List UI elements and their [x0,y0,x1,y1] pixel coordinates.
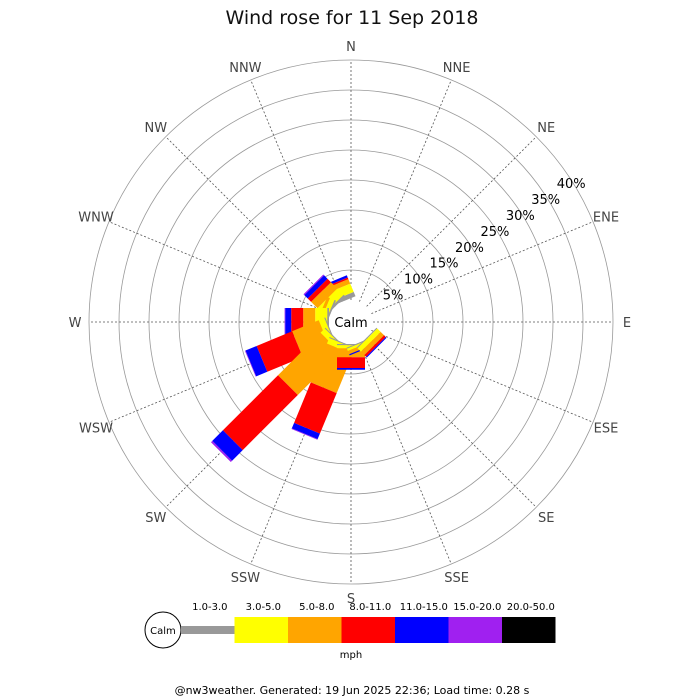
ring-label: 5% [383,288,404,303]
calm-disc [329,300,373,344]
ring-label: 15% [430,257,459,272]
bar-nw-15.0-20.0 [303,274,325,296]
bar-se-3.0-5.0 [357,328,381,352]
spoke-line [359,342,452,565]
wind-bars [211,274,387,462]
legend-label-11.0-15.0: 11.0-15.0 [400,602,448,613]
direction-label-e: E [623,316,631,331]
legend-calm-label: Calm [150,626,176,637]
spoke-line [359,79,452,302]
spoke-line [250,79,343,302]
bar-se-8.0-11.0 [364,335,386,357]
calm-label: Calm [334,316,367,331]
bar-wsw-11.0-15.0 [245,346,268,377]
direction-label-nnw: NNW [229,61,261,76]
legend-swatch-1.0-3.0 [181,626,235,634]
bar-ssw-8.0-11.0 [294,382,337,434]
bar-sw-5.0-8.0 [278,332,341,395]
ring-label: 25% [480,225,509,240]
ring-label: 20% [455,241,484,256]
bar-w-15.0-20.0 [284,308,286,336]
bar-s-11.0-15.0 [337,368,365,370]
calm-circle: Calm [329,300,373,344]
spoke-line [108,221,331,314]
speed-legend: Calm mph 1.0-3.0 3.0-5.0 5.0-8.0 8.0-11.0 11… [144,602,556,661]
direction-label-ese: ESE [594,422,619,437]
ring-label: 35% [531,193,560,208]
bar-sw-11.0-15.0 [212,430,243,461]
direction-label-sw: SW [145,511,166,526]
legend-swatch-8.0-11.0 [341,617,395,643]
direction-label-ene: ENE [593,210,619,225]
spoke-line [371,221,594,314]
direction-label-sse: SSE [444,571,469,586]
bar-se-11.0-15.0 [366,337,387,358]
bar-wsw-15.0-20.0 [244,350,257,377]
legend-swatch-3.0-5.0 [234,617,288,643]
legend-label-20.0-50.0: 20.0-50.0 [507,602,555,613]
bar-se-5.0-8.0 [360,331,385,356]
ring-label: 10% [404,273,433,288]
spoke-line [371,330,594,423]
bar-nw-11.0-15.0 [304,275,328,299]
chart-title: Wind rose for 11 Sep 2018 [225,7,478,29]
legend-swatch-15.0-20.0 [448,617,502,643]
bar-nw-5.0-8.0 [311,282,338,309]
bar-ssw-15.0-20.0 [291,428,318,440]
legend-swatch-11.0-15.0 [395,617,449,643]
ring-circle [88,59,614,585]
direction-label-wsw: WSW [79,422,113,437]
legend-label-3.0-5.0: 3.0-5.0 [246,602,281,613]
direction-label-n: N [346,40,356,55]
legend-label-1.0-3.0: 1.0-3.0 [192,602,227,613]
direction-label-w: W [69,316,82,331]
legend-swatch-20.0-50.0 [502,617,556,643]
bar-w-11.0-15.0 [285,308,292,336]
bar-sw-8.0-11.0 [222,375,298,451]
legend-label-8.0-11.0: 8.0-11.0 [349,602,391,613]
legend-label-15.0-20.0: 15.0-20.0 [453,602,501,613]
footer-text: @nw3weather. Generated: 19 Jun 2025 22:3… [175,684,530,697]
legend-label-5.0-8.0: 5.0-8.0 [299,602,334,613]
direction-label-s: S [347,592,355,607]
direction-label-wnw: WNW [78,210,114,225]
ring-label: 30% [506,209,535,224]
bar-wsw-8.0-11.0 [256,331,303,372]
direction-label-nw: NW [145,121,168,136]
direction-label-ssw: SSW [231,571,261,586]
direction-label-ne: NE [537,121,555,136]
direction-label-nne: NNE [443,61,471,76]
direction-label-se: SE [538,511,554,526]
bar-sw-15.0-20.0 [211,440,233,462]
bar-nw-8.0-11.0 [307,278,331,302]
bar-s-8.0-11.0 [337,357,365,368]
bar-ssw-11.0-15.0 [291,422,320,440]
legend-swatch-5.0-8.0 [288,617,342,643]
legend-unit: mph [340,650,362,661]
bar-se-1.0-3.0 [356,327,378,349]
ring-labels: 5%10%15%20%25%30%35%40% [383,177,586,303]
ring-label: 40% [557,177,586,192]
